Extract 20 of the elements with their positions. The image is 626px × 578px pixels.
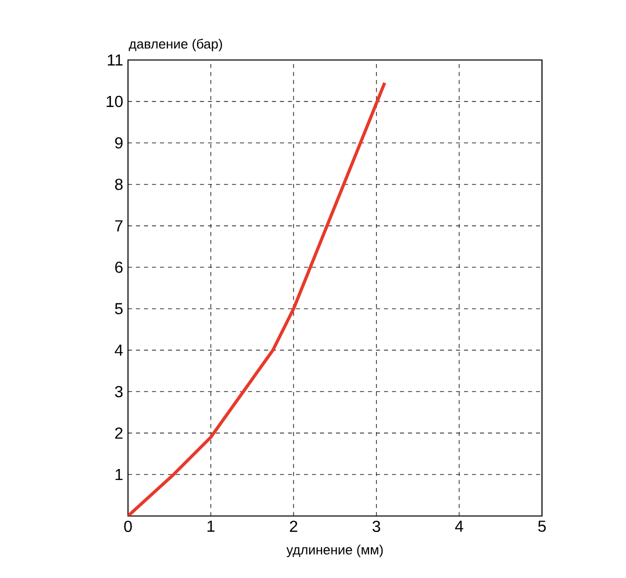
x-tick-label: 0 [124, 520, 132, 532]
line-series [128, 81, 386, 516]
y-tick-label: 10 [106, 96, 123, 108]
y-tick-label: 7 [115, 220, 122, 232]
x-tick-label: 1 [208, 520, 214, 532]
y-tick-label: 2 [115, 428, 122, 439]
x-tick-label: 4 [455, 520, 464, 532]
x-tick-label: 2 [290, 520, 298, 532]
y-tick-label: 4 [114, 344, 123, 356]
y-tick-label: 3 [115, 386, 123, 398]
x-tick-label: 5 [538, 520, 546, 532]
y-tick-label: 1 [116, 469, 123, 480]
y-axis-title: давление (бар) [128, 38, 222, 52]
y-tick-label: 6 [115, 262, 123, 273]
y-tick-label: 5 [115, 303, 123, 314]
y-tick-label: 8 [115, 178, 123, 190]
y-tick-label: 11 [108, 54, 123, 66]
y-tick-label: 9 [115, 137, 123, 149]
x-axis-title: удлинение (мм) [286, 544, 383, 558]
x-tick-label: 3 [372, 520, 380, 532]
